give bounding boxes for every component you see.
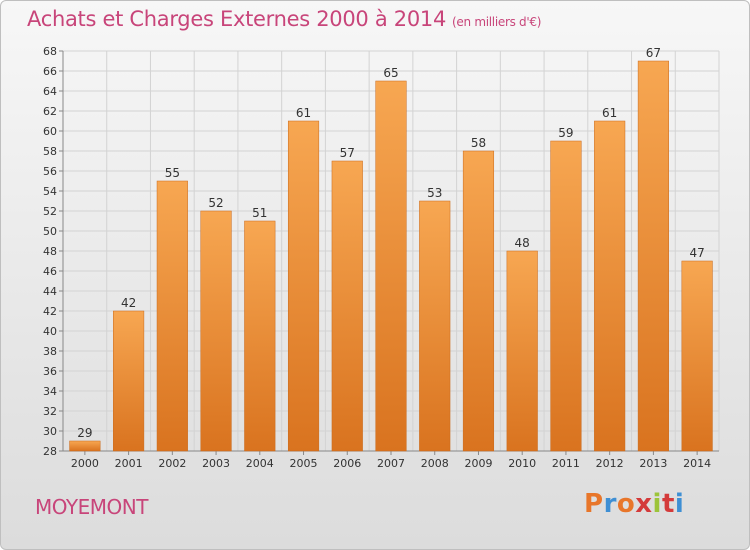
y-tick-label: 54 — [43, 185, 57, 198]
y-tick-label: 66 — [43, 65, 57, 78]
logo-letter: i — [674, 489, 685, 519]
x-tick-label: 2013 — [639, 457, 667, 470]
bar — [419, 200, 451, 452]
x-tick-label: 2003 — [202, 457, 230, 470]
bar-value-label: 67 — [646, 46, 661, 60]
title-unit: (en milliers d'€) — [452, 15, 542, 29]
x-tick-label: 2004 — [246, 457, 274, 470]
y-tick-label: 52 — [43, 205, 57, 218]
bar — [69, 440, 101, 452]
bar — [156, 180, 188, 452]
y-tick-label: 32 — [43, 405, 57, 418]
bars — [69, 60, 713, 452]
y-tick-label: 62 — [43, 105, 57, 118]
bar — [331, 160, 363, 452]
y-tick-label: 64 — [43, 85, 57, 98]
labels: 28 30 32 34 36 38 40 42 44 46 48 50 52 54 56 58 60 62 64 66… — [43, 45, 711, 470]
x-tick-label: 2005 — [290, 457, 318, 470]
bar-value-label: 55 — [165, 166, 180, 180]
y-tick-label: 34 — [43, 385, 57, 398]
x-tick-label: 2006 — [333, 457, 361, 470]
logo-letter: i — [652, 489, 662, 519]
bar-value-label: 42 — [121, 296, 136, 310]
bar-value-label: 61 — [296, 106, 311, 120]
y-tick-label: 28 — [43, 445, 57, 458]
bar — [287, 120, 320, 452]
logo-letter: t — [661, 489, 675, 519]
place-name: MOYEMONT — [35, 495, 148, 519]
x-tick-label: 2014 — [683, 457, 711, 470]
logo-letter: o — [616, 489, 636, 519]
logo-letter: P — [584, 489, 604, 519]
y-tick-label: 60 — [43, 125, 57, 138]
y-tick-label: 36 — [43, 365, 57, 378]
proxiti-logo: Proxiti — [584, 489, 684, 519]
bar-value-label: 51 — [252, 206, 267, 220]
logo-letter: r — [603, 489, 617, 519]
x-tick-label: 2012 — [596, 457, 624, 470]
y-tick-label: 50 — [43, 225, 57, 238]
bar-value-label: 57 — [340, 146, 355, 160]
bar — [113, 310, 145, 452]
bar — [506, 250, 538, 452]
y-tick-label: 30 — [43, 425, 57, 438]
bar-value-label: 58 — [471, 136, 486, 150]
chart-title: Achats et Charges Externes 2000 à 2014 (e… — [27, 7, 541, 31]
y-tick-label: 44 — [43, 285, 57, 298]
x-tick-label: 2009 — [464, 457, 492, 470]
y-tick-label: 58 — [43, 145, 57, 158]
bar — [594, 120, 626, 452]
bar — [200, 210, 232, 452]
y-tick-label: 38 — [43, 345, 57, 358]
bar-value-label: 52 — [208, 196, 223, 210]
bar-value-label: 47 — [689, 246, 704, 260]
bar — [375, 80, 407, 452]
bar-value-label: 61 — [602, 106, 617, 120]
bar — [681, 260, 713, 452]
y-tick-label: 40 — [43, 325, 57, 338]
y-tick-label: 46 — [43, 265, 57, 278]
y-tick-label: 56 — [43, 165, 57, 178]
bar-value-label: 59 — [558, 126, 573, 140]
bar — [462, 150, 495, 452]
title-text: Achats et Charges Externes 2000 à 2014 — [27, 7, 447, 31]
x-tick-label: 2001 — [115, 457, 143, 470]
y-tick-label: 68 — [43, 45, 57, 58]
logo-letter: x — [635, 489, 653, 519]
bar-value-label: 48 — [515, 236, 530, 250]
bar — [637, 60, 669, 452]
y-tick-label: 48 — [43, 245, 57, 258]
bar-value-label: 29 — [77, 426, 92, 440]
bar-value-label: 65 — [383, 66, 398, 80]
y-tick-label: 42 — [43, 305, 57, 318]
bar — [244, 220, 276, 452]
x-tick-label: 2010 — [508, 457, 536, 470]
x-tick-label: 2000 — [71, 457, 99, 470]
x-tick-label: 2011 — [552, 457, 580, 470]
bar — [550, 140, 582, 452]
x-tick-label: 2002 — [158, 457, 186, 470]
x-tick-label: 2007 — [377, 457, 405, 470]
x-tick-label: 2008 — [421, 457, 449, 470]
bar-value-label: 53 — [427, 186, 442, 200]
